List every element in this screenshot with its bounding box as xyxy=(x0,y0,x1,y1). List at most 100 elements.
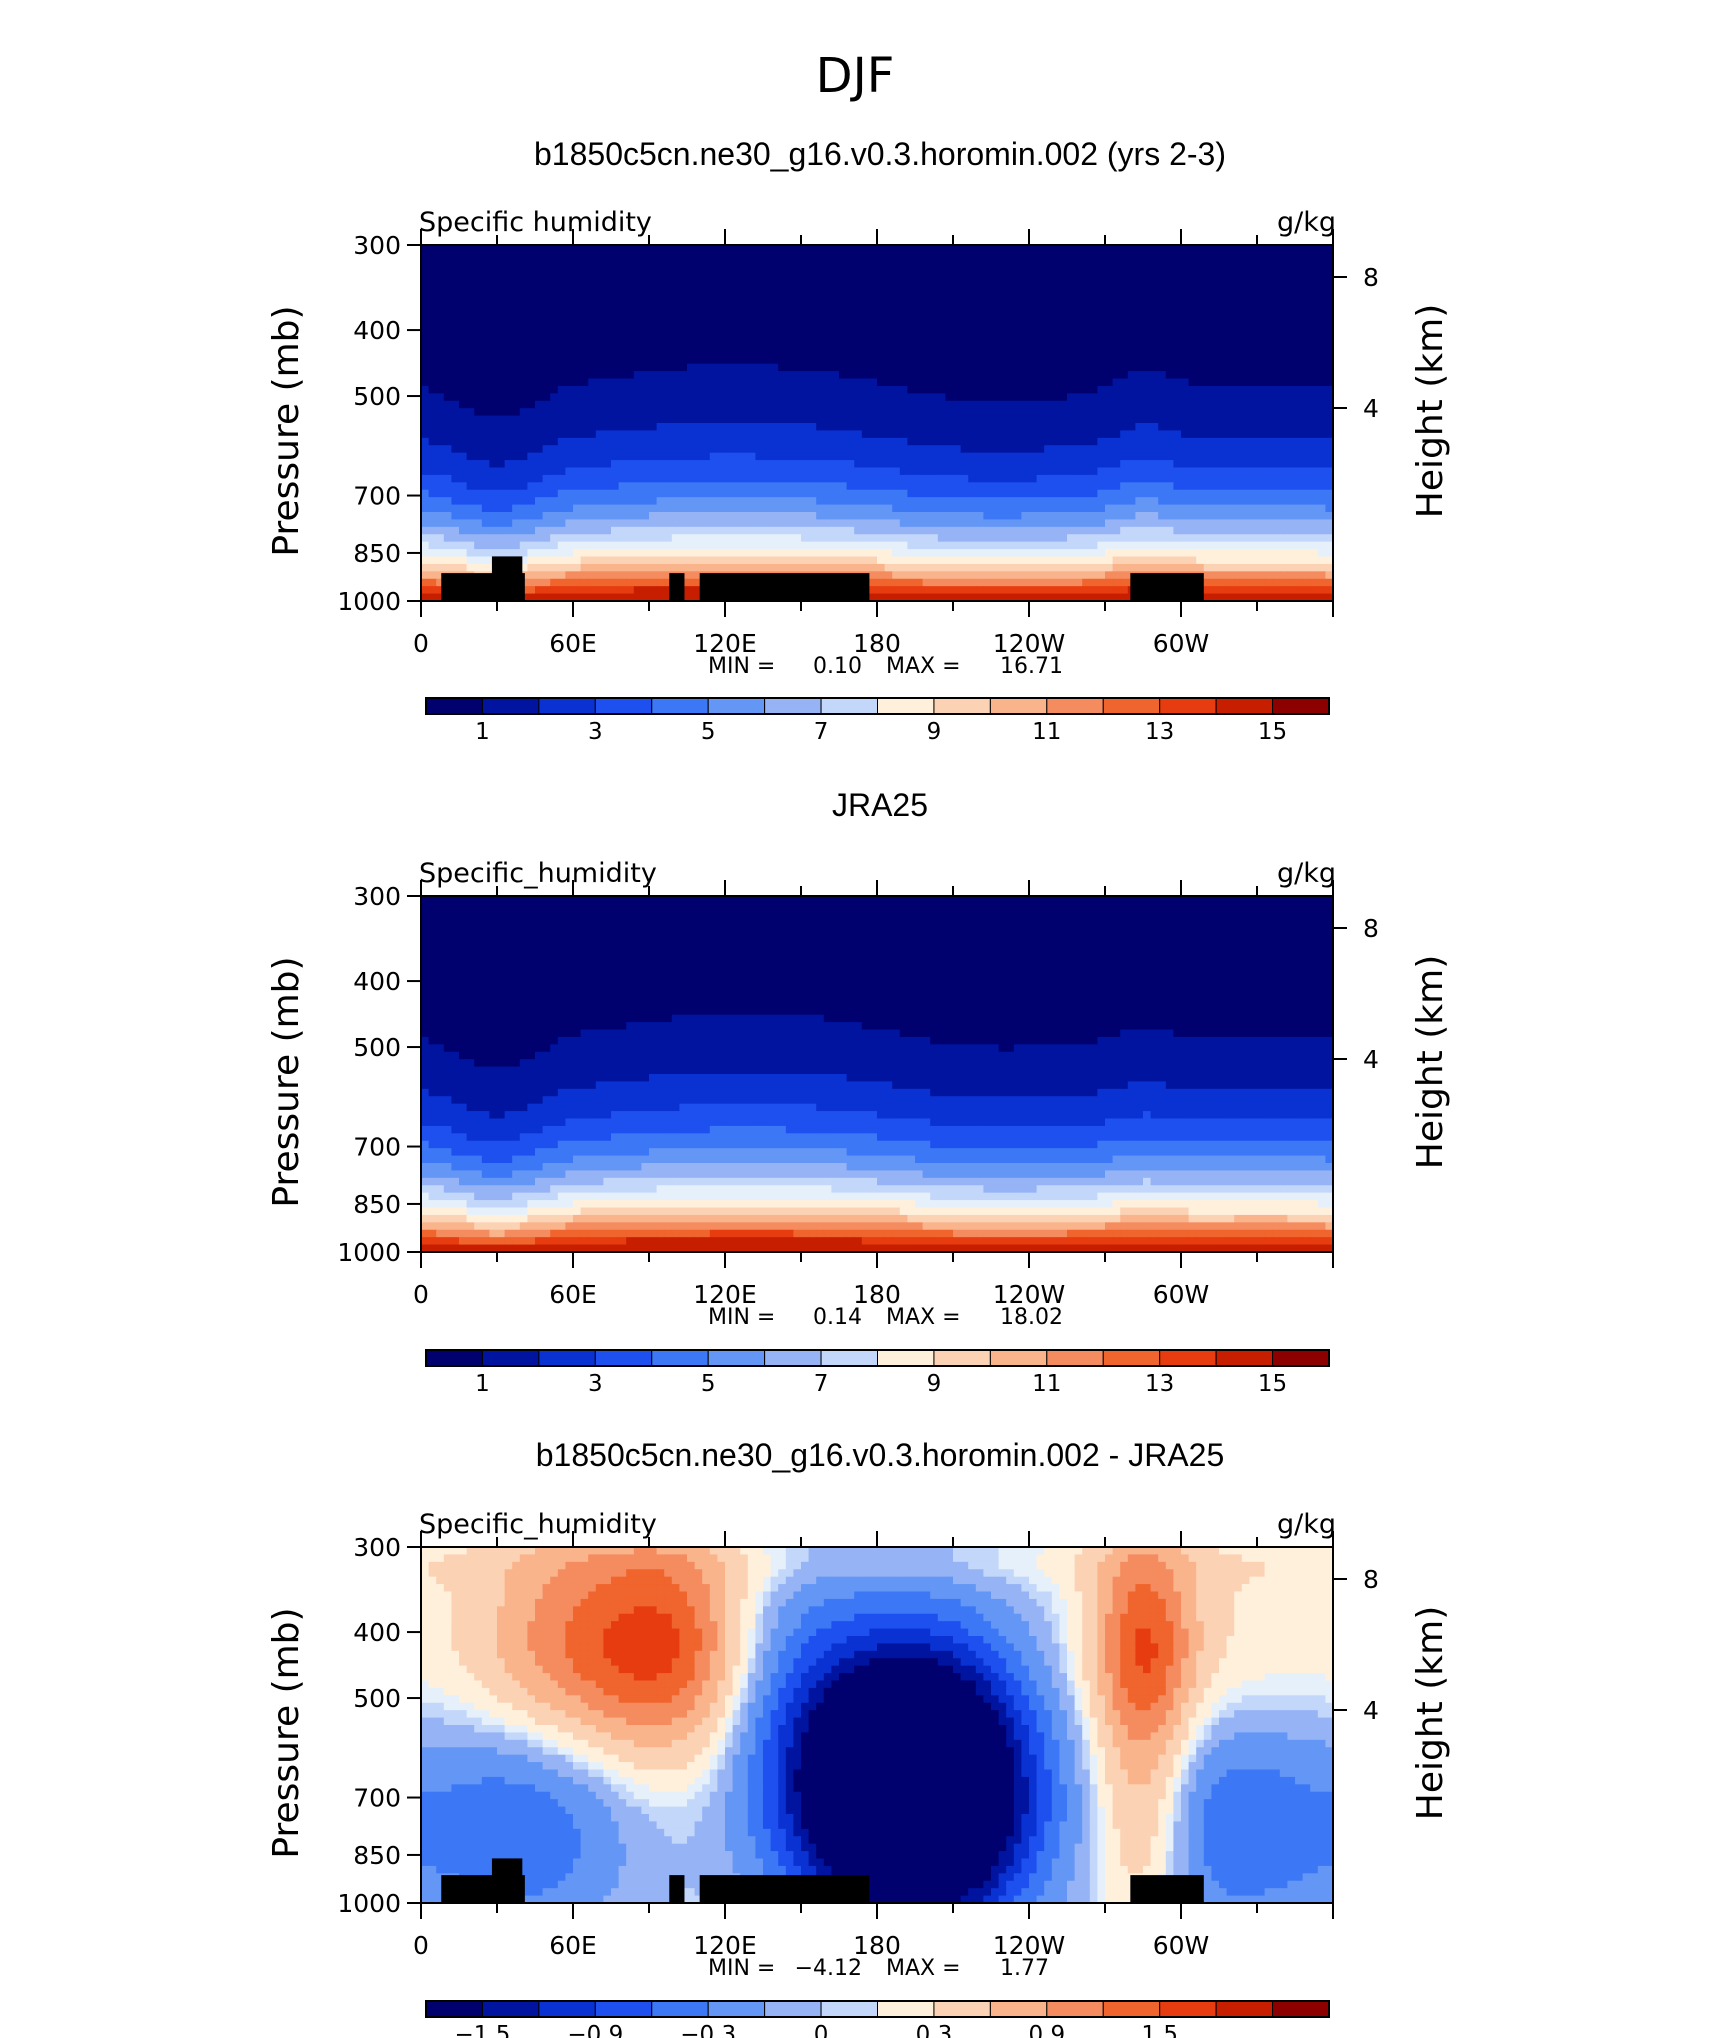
contour-cell xyxy=(588,363,597,372)
contour-cell xyxy=(671,549,680,558)
contour-cell xyxy=(1112,363,1121,372)
contour-cell xyxy=(1234,289,1243,298)
contour-cell xyxy=(1059,252,1068,261)
contour-cell xyxy=(421,467,430,476)
contour-cell xyxy=(535,245,544,254)
contour-cell xyxy=(1241,371,1250,380)
contour-cell xyxy=(565,504,574,513)
contour-cell xyxy=(421,311,430,320)
contour-cell xyxy=(747,274,756,283)
contour-cell xyxy=(907,467,916,476)
contour-cell xyxy=(747,519,756,528)
contour-cell xyxy=(1249,526,1258,535)
contour-cell xyxy=(542,497,551,506)
contour-cell xyxy=(527,245,536,254)
contour-cell xyxy=(1272,385,1281,394)
contour-cell xyxy=(519,378,528,387)
contour-cell xyxy=(717,430,726,439)
contour-cell xyxy=(960,504,969,513)
contour-cell xyxy=(702,512,711,521)
contour-cell xyxy=(930,326,939,335)
contour-cell xyxy=(535,326,544,335)
contour-cell xyxy=(618,282,627,291)
contour-cell xyxy=(846,549,855,558)
contour-cell xyxy=(907,408,916,417)
contour-cell xyxy=(1021,534,1030,543)
contour-cell xyxy=(573,423,582,432)
contour-cell xyxy=(1013,393,1022,402)
contour-cell xyxy=(1029,408,1038,417)
contour-cell xyxy=(816,334,825,343)
contour-cell xyxy=(861,341,870,350)
contour-cell xyxy=(801,460,810,469)
contour-cell xyxy=(846,460,855,469)
contour-cell xyxy=(1181,274,1190,283)
contour-cell xyxy=(846,363,855,372)
contour-cell xyxy=(839,474,848,483)
contour-cell xyxy=(793,415,802,424)
contour-cell xyxy=(861,289,870,298)
contour-cell xyxy=(709,259,718,268)
contour-cell xyxy=(1234,252,1243,261)
contour-cell xyxy=(793,304,802,313)
contour-cell xyxy=(854,482,863,491)
contour-cell xyxy=(907,326,916,335)
contour-cell xyxy=(922,437,931,446)
contour-cell xyxy=(975,415,984,424)
contour-cell xyxy=(884,326,893,335)
contour-cell xyxy=(1135,348,1144,357)
contour-cell xyxy=(1143,467,1152,476)
contour-cell xyxy=(535,289,544,298)
contour-cell xyxy=(1089,304,1098,313)
contour-cell xyxy=(808,512,817,521)
contour-cell xyxy=(603,311,612,320)
contour-cell xyxy=(588,356,597,365)
contour-cell xyxy=(595,259,604,268)
contour-cell xyxy=(474,460,483,469)
contour-cell xyxy=(1097,393,1106,402)
contour-cell xyxy=(1211,319,1220,328)
contour-cell xyxy=(846,489,855,498)
contour-cell xyxy=(945,430,954,439)
contour-cell xyxy=(922,282,931,291)
contour-cell xyxy=(489,393,498,402)
contour-cell xyxy=(641,319,650,328)
contour-cell xyxy=(1226,526,1235,535)
contour-cell xyxy=(709,378,718,387)
contour-cell xyxy=(968,541,977,550)
contour-cell xyxy=(618,430,627,439)
contour-cell xyxy=(869,474,878,483)
contour-cell xyxy=(633,267,642,276)
contour-cell xyxy=(983,371,992,380)
contour-cell xyxy=(542,489,551,498)
contour-cell xyxy=(770,497,779,506)
contour-cell xyxy=(1059,415,1068,424)
contour-cell xyxy=(998,341,1007,350)
contour-cell xyxy=(1295,259,1304,268)
contour-cell xyxy=(1143,356,1152,365)
contour-cell xyxy=(1249,519,1258,528)
contour-cell xyxy=(1105,408,1114,417)
contour-cell xyxy=(884,489,893,498)
contour-cell xyxy=(702,445,711,454)
contour-cell xyxy=(421,348,430,357)
contour-cell xyxy=(892,304,901,313)
contour-cell xyxy=(808,356,817,365)
contour-cell xyxy=(565,482,574,491)
contour-cell xyxy=(557,423,566,432)
contour-cell xyxy=(1067,245,1076,254)
contour-cell xyxy=(550,274,559,283)
contour-cell xyxy=(983,289,992,298)
contour-cell xyxy=(839,415,848,424)
contour-cell xyxy=(937,430,946,439)
contour-cell xyxy=(1082,289,1091,298)
contour-cell xyxy=(1029,497,1038,506)
contour-cell xyxy=(930,534,939,543)
contour-cell xyxy=(436,445,445,454)
contour-cell xyxy=(892,460,901,469)
contour-cell xyxy=(823,326,832,335)
contour-cell xyxy=(861,474,870,483)
contour-cell xyxy=(1302,452,1311,461)
contour-cell xyxy=(481,423,490,432)
contour-cell xyxy=(1173,482,1182,491)
